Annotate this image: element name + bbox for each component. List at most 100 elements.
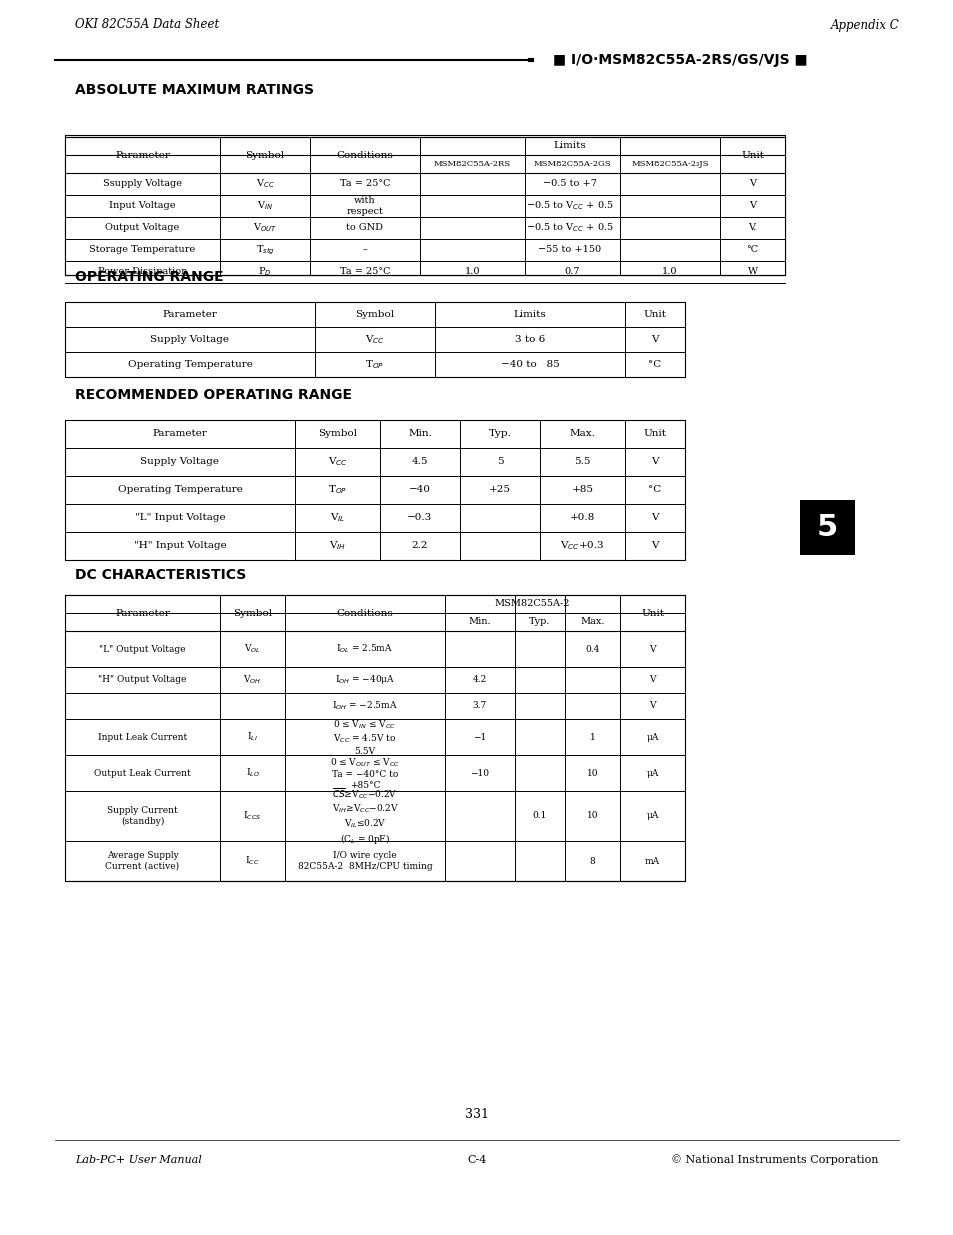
Text: Conditions: Conditions — [336, 151, 393, 159]
Text: I$_{OH}$ = −40μA: I$_{OH}$ = −40μA — [335, 673, 395, 687]
Text: Input Leak Current: Input Leak Current — [98, 732, 187, 741]
Text: μA: μA — [645, 768, 658, 778]
Text: +85: +85 — [571, 485, 593, 494]
Text: Ta = 25°C: Ta = 25°C — [339, 179, 390, 189]
Text: I$_{CC}$: I$_{CC}$ — [245, 855, 259, 867]
Text: ■ I/O·MSM82C55A-2RS/GS/VJS ■: ■ I/O·MSM82C55A-2RS/GS/VJS ■ — [552, 53, 806, 67]
Text: −0.3: −0.3 — [407, 514, 432, 522]
Text: Ta = 25°C: Ta = 25°C — [339, 268, 390, 277]
Text: I/O wire cycle
82C55A-2  8MHz/CPU timing: I/O wire cycle 82C55A-2 8MHz/CPU timing — [297, 851, 432, 871]
Text: 0 ≤ V$_{OUT}$ ≤ V$_{CC}$
Ta = −40°C to
+85°C: 0 ≤ V$_{OUT}$ ≤ V$_{CC}$ Ta = −40°C to +… — [330, 756, 399, 789]
Text: "L" Input Voltage: "L" Input Voltage — [134, 514, 225, 522]
Bar — [800, 500, 854, 555]
Bar — [65, 137, 784, 275]
Text: V$_{CC}$: V$_{CC}$ — [365, 333, 384, 346]
Text: I$_{LO}$: I$_{LO}$ — [245, 767, 259, 779]
Text: 10: 10 — [586, 811, 598, 820]
Text: I$_{LI}$: I$_{LI}$ — [247, 731, 257, 743]
Text: Operating Temperature: Operating Temperature — [128, 359, 253, 369]
Text: Typ.: Typ. — [488, 430, 511, 438]
Text: Supply Voltage: Supply Voltage — [140, 457, 219, 467]
Text: Input Voltage: Input Voltage — [110, 201, 175, 210]
Text: V$_{IN}$: V$_{IN}$ — [256, 200, 273, 212]
Text: V.: V. — [747, 224, 756, 232]
Text: C-4: C-4 — [467, 1155, 486, 1165]
Text: Unit: Unit — [643, 430, 666, 438]
Text: V: V — [651, 457, 659, 467]
Text: V$_{IL}$: V$_{IL}$ — [330, 511, 345, 525]
Text: 1: 1 — [589, 732, 595, 741]
Text: Conditions: Conditions — [336, 609, 393, 618]
Text: Min.: Min. — [468, 618, 491, 626]
Text: −0.5 to +7: −0.5 to +7 — [542, 179, 597, 189]
Text: 3.7: 3.7 — [473, 701, 487, 710]
Text: 0.1: 0.1 — [533, 811, 547, 820]
Text: 4.2: 4.2 — [473, 676, 487, 684]
Text: with
respect: with respect — [346, 196, 383, 216]
Text: 1.0: 1.0 — [464, 268, 479, 277]
Text: −55 to +150: −55 to +150 — [537, 246, 601, 254]
Text: W: W — [747, 268, 757, 277]
Text: 5: 5 — [816, 513, 838, 542]
Text: © National Instruments Corporation: © National Instruments Corporation — [671, 1155, 878, 1166]
Text: Limits: Limits — [513, 310, 546, 319]
Text: Unit: Unit — [643, 310, 666, 319]
Text: MSM82C55A-2: MSM82C55A-2 — [495, 599, 570, 609]
Text: V: V — [651, 514, 659, 522]
Bar — [65, 135, 784, 275]
Text: Operating Temperature: Operating Temperature — [117, 485, 242, 494]
Text: °C: °C — [648, 485, 661, 494]
Text: OPERATING RANGE: OPERATING RANGE — [75, 270, 223, 284]
Text: Symbol: Symbol — [355, 310, 395, 319]
Text: I$_{OH}$ = −2.5mA: I$_{OH}$ = −2.5mA — [332, 700, 397, 713]
Text: 4.5: 4.5 — [412, 457, 428, 467]
Text: "H" Output Voltage: "H" Output Voltage — [98, 676, 187, 684]
Text: T$_{OP}$: T$_{OP}$ — [365, 358, 384, 370]
Text: –: – — [362, 246, 367, 254]
Text: Symbol: Symbol — [233, 609, 272, 618]
Text: T$_{OP}$: T$_{OP}$ — [328, 484, 347, 496]
Text: I$_{OL}$ = 2.5mA: I$_{OL}$ = 2.5mA — [336, 642, 394, 656]
Text: Parameter: Parameter — [115, 609, 170, 618]
Text: −40: −40 — [409, 485, 431, 494]
Text: 0.4: 0.4 — [585, 645, 599, 653]
Text: °C: °C — [745, 246, 758, 254]
Text: 8: 8 — [589, 857, 595, 866]
Text: V$_{OH}$: V$_{OH}$ — [243, 674, 261, 687]
Text: Typ.: Typ. — [529, 618, 550, 626]
Text: Appendix C: Appendix C — [830, 19, 899, 32]
Text: Output Leak Current: Output Leak Current — [94, 768, 191, 778]
Text: V$_{CC}$: V$_{CC}$ — [327, 456, 347, 468]
Text: $\overline{CS}$≥V$_{CC}$−0.2V
V$_{IH}$≥V$_{CC}$−0.2V
V$_{IL}$≤0.2V
(C$_L$ = 0pF): $\overline{CS}$≥V$_{CC}$−0.2V V$_{IH}$≥V… — [332, 787, 398, 846]
Text: V: V — [748, 201, 755, 210]
Text: 0.7: 0.7 — [564, 268, 579, 277]
Text: Max.: Max. — [569, 430, 595, 438]
Text: °C: °C — [648, 359, 661, 369]
Text: 1.0: 1.0 — [661, 268, 677, 277]
Text: +0.8: +0.8 — [569, 514, 595, 522]
Text: Ssupply Voltage: Ssupply Voltage — [103, 179, 182, 189]
Text: Lab-PC+ User Manual: Lab-PC+ User Manual — [75, 1155, 201, 1165]
Text: V: V — [651, 541, 659, 551]
Text: Max.: Max. — [579, 618, 604, 626]
Text: V$_{CC}$+0.3: V$_{CC}$+0.3 — [559, 540, 604, 552]
Text: −0.5 to V$_{CC}$ + 0.5: −0.5 to V$_{CC}$ + 0.5 — [526, 221, 613, 235]
Text: −40 to   85: −40 to 85 — [500, 359, 558, 369]
Text: −1: −1 — [473, 732, 486, 741]
Text: Limits: Limits — [553, 142, 586, 151]
Text: Parameter: Parameter — [162, 310, 217, 319]
Text: 2.2: 2.2 — [412, 541, 428, 551]
Text: Symbol: Symbol — [317, 430, 356, 438]
Text: MSM82C55A-2RS: MSM82C55A-2RS — [434, 161, 511, 168]
Text: V: V — [748, 179, 755, 189]
Text: 3 to 6: 3 to 6 — [515, 335, 544, 345]
Text: "L" Output Voltage: "L" Output Voltage — [99, 645, 186, 653]
Text: Symbol: Symbol — [245, 151, 284, 159]
Text: 0 ≤ V$_{IN}$ ≤ V$_{CC}$
V$_{CC}$ = 4.5V to
5.5V: 0 ≤ V$_{IN}$ ≤ V$_{CC}$ V$_{CC}$ = 4.5V … — [333, 719, 396, 756]
Text: P$_{D}$: P$_{D}$ — [258, 266, 272, 278]
Text: ABSOLUTE MAXIMUM RATINGS: ABSOLUTE MAXIMUM RATINGS — [75, 83, 314, 98]
Text: MSM82C55A-2₃JS: MSM82C55A-2₃JS — [631, 161, 708, 168]
Text: V$_{CC}$: V$_{CC}$ — [255, 178, 274, 190]
Text: OKI 82C55A Data Sheet: OKI 82C55A Data Sheet — [75, 19, 219, 32]
Text: −0.5 to V$_{CC}$ + 0.5: −0.5 to V$_{CC}$ + 0.5 — [526, 200, 613, 212]
